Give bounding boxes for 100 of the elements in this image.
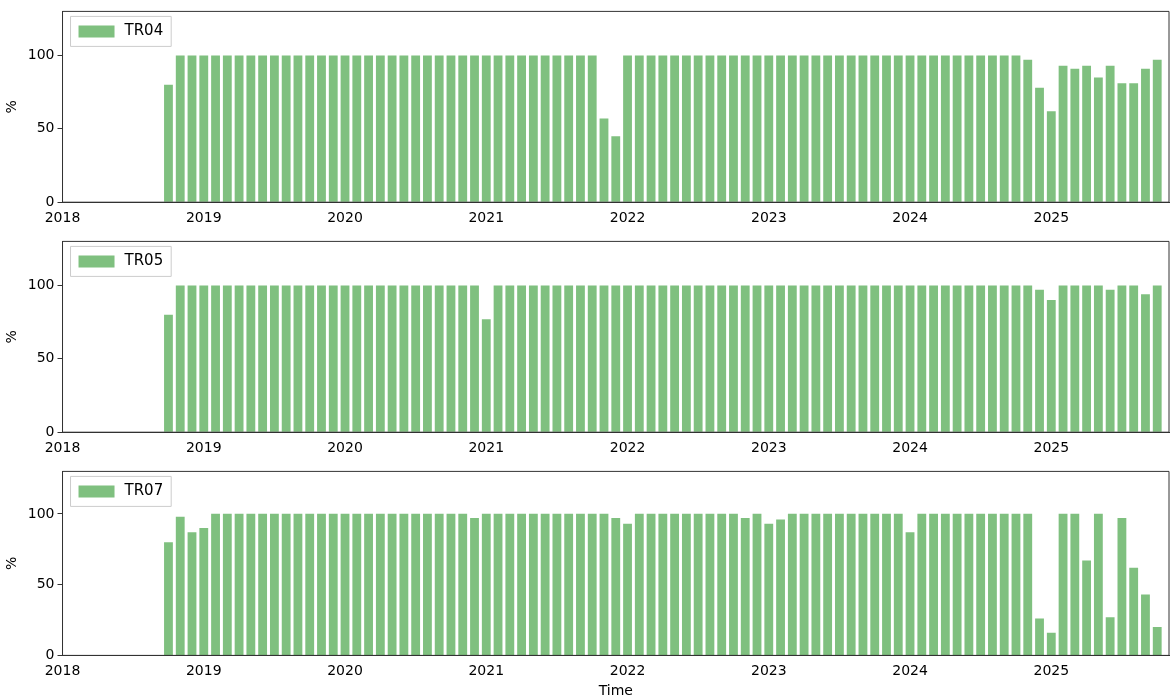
bar [340,55,350,202]
bar [693,285,703,432]
bar [823,513,833,655]
bar [411,285,421,432]
bar [599,285,609,432]
bar [505,513,515,655]
bar [423,285,432,432]
bar [964,55,974,202]
x-tick-label: 2022 [609,209,646,226]
bar [399,513,409,655]
bar [917,513,927,655]
bar [328,285,338,432]
bar [423,513,432,655]
bar [858,513,868,655]
bar [234,55,244,202]
bar [1070,285,1080,432]
bar [1035,87,1044,202]
bar [1105,617,1115,655]
bar [823,285,833,432]
legend-label: TR07 [123,481,164,500]
bar [705,55,715,202]
bar [1129,567,1139,655]
bar [634,513,644,655]
bar [870,285,880,432]
bar [1058,285,1068,432]
bar [1035,289,1044,432]
bar [434,513,444,655]
bar [211,285,220,432]
bar [470,55,479,202]
bar [858,285,868,432]
bar [387,513,397,655]
bar [929,55,938,202]
bar [564,513,574,655]
x-tick-label: 2025 [1033,662,1070,679]
bar [988,513,997,655]
bar [1141,294,1150,432]
bar [976,285,986,432]
bar [752,55,762,202]
bar [505,55,515,202]
bar [164,314,173,432]
bar [269,513,279,655]
bar [787,513,797,655]
bar [352,55,362,202]
x-tick-label: 2023 [750,439,787,456]
bar [729,55,738,202]
bar [634,285,644,432]
bar [564,55,574,202]
bar [681,513,691,655]
bar [517,285,527,432]
bar [1011,55,1021,202]
y-tick-label: 100 [27,46,55,63]
x-tick-label: 2018 [44,662,81,679]
bar [387,285,397,432]
bar [999,55,1009,202]
bar [623,285,632,432]
x-tick-label: 2020 [327,662,363,679]
bar [623,523,632,655]
bar [222,513,232,655]
bar [399,285,409,432]
bar [670,285,680,432]
bar [764,285,774,432]
bar [340,285,350,432]
bar [434,55,444,202]
bar [199,285,209,432]
bar [940,513,950,655]
bar [929,513,938,655]
bar [752,285,762,432]
bar [929,285,938,432]
bar [1093,513,1103,655]
bar [517,513,527,655]
bar [1046,300,1056,432]
bar [552,513,562,655]
bar [175,285,185,432]
bar [611,285,621,432]
bar [952,55,962,202]
y-tick-label: 50 [36,349,55,366]
bar [552,285,562,432]
x-tick-label: 2021 [468,439,505,456]
bar [611,518,621,655]
bar [787,55,797,202]
bar [281,285,291,432]
bar [528,513,538,655]
bar [1152,59,1162,202]
bar [164,84,173,202]
bar [681,285,691,432]
bar [199,528,209,655]
bar [1082,560,1092,655]
bar [787,285,797,432]
bar [281,513,291,655]
bar [1046,632,1056,655]
bar [305,513,315,655]
y-axis-title: % [3,556,20,571]
bar [1129,83,1139,202]
bar [281,55,291,202]
bar [823,55,833,202]
bar [634,55,644,202]
bar [317,513,326,655]
bar [670,55,680,202]
bar [976,513,986,655]
bar [670,513,680,655]
